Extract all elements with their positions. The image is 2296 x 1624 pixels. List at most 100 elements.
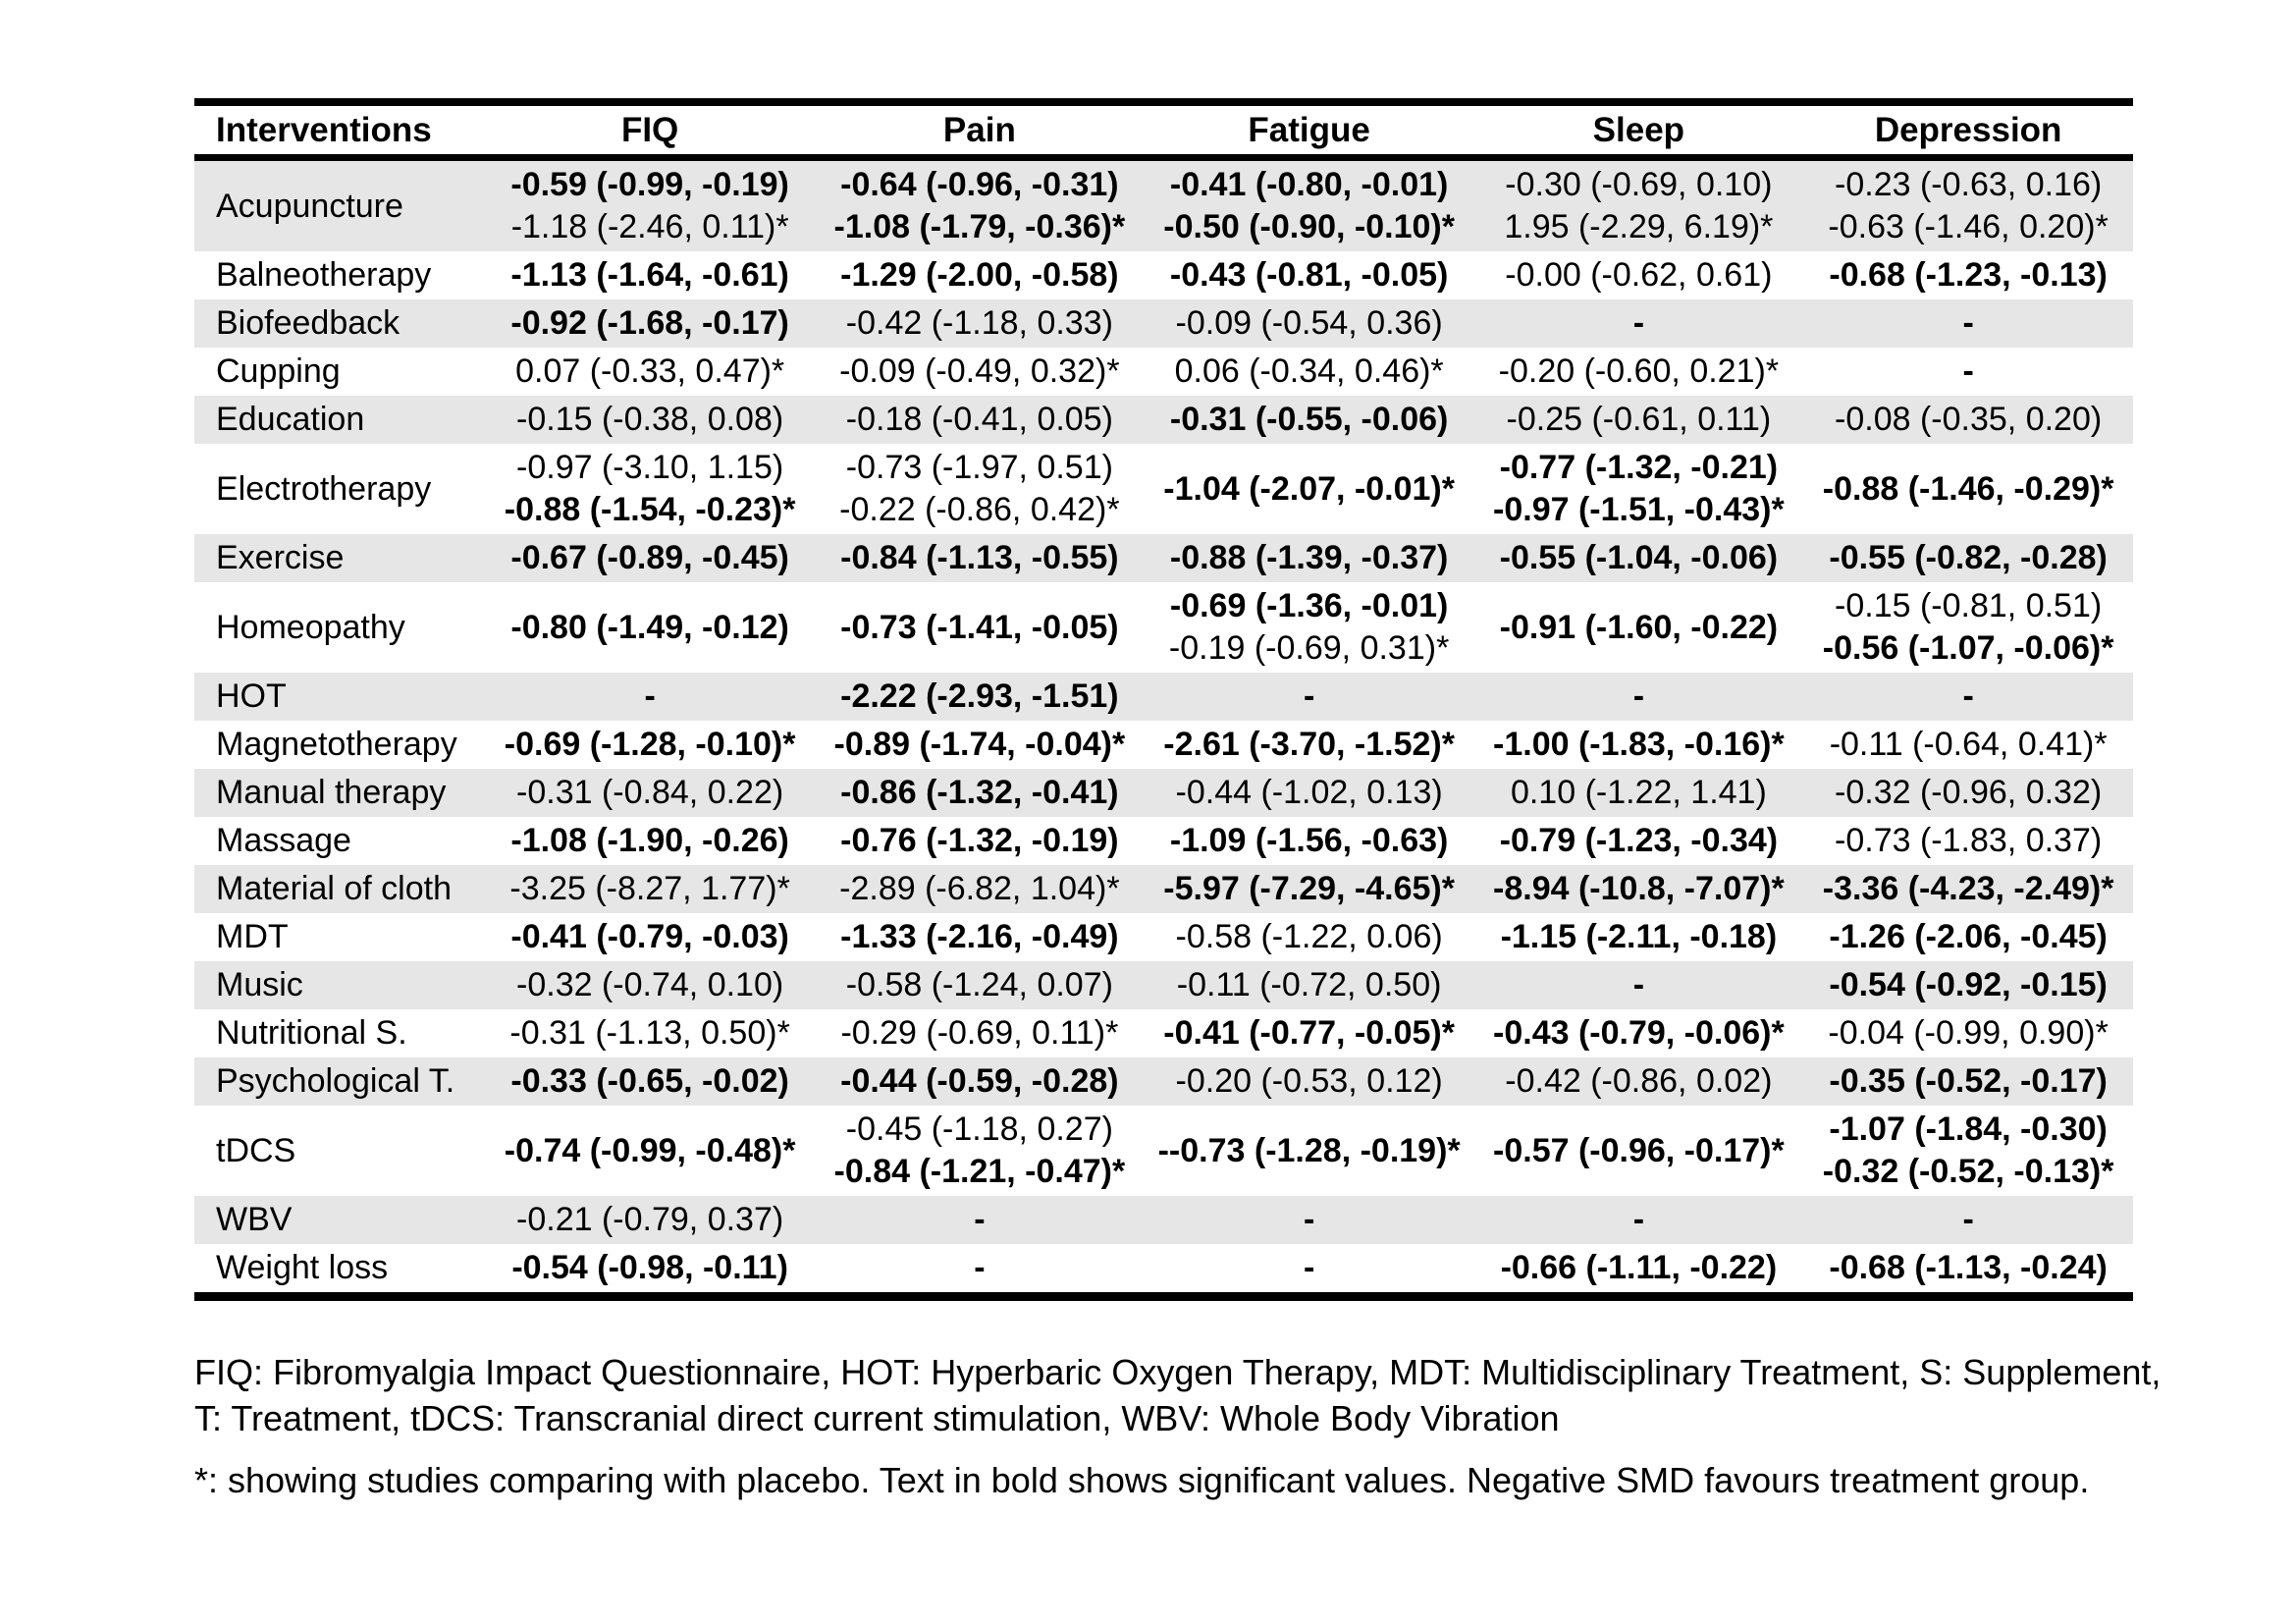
interventions-outcomes-table: Interventions FIQ Pain Fatigue Sleep Dep… (194, 98, 2133, 1301)
smd-cell-fiq: -0.33 (-0.65, -0.02) (485, 1057, 815, 1106)
intervention-name: Biofeedback (216, 304, 400, 342)
smd-value: -2.89 (-6.82, 1.04)* (839, 870, 1120, 907)
smd-cell-depression: - (1803, 673, 2133, 721)
smd-cell-fiq: -0.32 (-0.74, 0.10) (485, 961, 815, 1009)
smd-value: -0.58 (-1.22, 0.06) (1175, 918, 1443, 955)
smd-cell-fiq: -0.31 (-1.13, 0.50)* (485, 1009, 815, 1057)
smd-value: -1.26 (-2.06, -0.45) (1829, 918, 2108, 955)
intervention-name: MDT (216, 918, 289, 955)
smd-value: -0.55 (-0.82, -0.28) (1829, 539, 2108, 576)
smd-cell-pain: -0.64 (-0.96, -0.31) -1.08 (-1.79, -0.36)… (815, 158, 1145, 252)
column-header-pain: Pain (815, 102, 1145, 161)
smd-cell-depression: -0.68 (-1.23, -0.13) (1803, 251, 2133, 299)
intervention-name: Music (216, 966, 303, 1003)
smd-value: - (1962, 352, 1974, 390)
intervention-name: Balneotherapy (216, 256, 432, 294)
column-header-fiq: FIQ (485, 102, 815, 161)
smd-value: -0.55 (-1.04, -0.06) (1499, 539, 1779, 576)
smd-cell-depression: -0.23 (-0.63, 0.16) -0.63 (-1.46, 0.20)* (1803, 158, 2133, 252)
smd-value: -0.69 (-1.28, -0.10)* (504, 726, 796, 763)
intervention-name: Manual therapy (216, 774, 447, 811)
smd-cell-depression: -3.36 (-4.23, -2.49)* (1803, 865, 2133, 913)
smd-value: -0.73 (-1.97, 0.51) (845, 449, 1113, 486)
smd-value: -0.41 (-0.80, -0.01) (1169, 166, 1449, 203)
smd-value: -0.18 (-0.41, 0.05) (845, 401, 1113, 438)
smd-cell-fiq: - (485, 673, 815, 721)
smd-value: -0.76 (-1.32, -0.19) (840, 822, 1119, 859)
smd-cell-fiq: -0.59 (-0.99, -0.19) -1.18 (-2.46, 0.11)* (485, 158, 815, 252)
intervention-name: Psychological T. (216, 1062, 455, 1100)
smd-cell-pain: -2.22 (-2.93, -1.51) (815, 673, 1145, 721)
smd-value: -0.84 (-1.13, -0.55) (840, 539, 1119, 576)
smd-cell-sleep: -0.57 (-0.96, -0.17)* (1474, 1106, 1804, 1196)
smd-value: -0.15 (-0.81, 0.51) (1835, 587, 2103, 624)
smd-cell-fiq: -0.21 (-0.79, 0.37) (485, 1196, 815, 1244)
table-row: Psychological T. -0.33 (-0.65, -0.02) -0.4… (194, 1057, 2133, 1106)
smd-cell-sleep: -0.30 (-0.69, 0.10) 1.95 (-2.29, 6.19)* (1474, 158, 1804, 252)
smd-value: -0.20 (-0.60, 0.21)* (1498, 352, 1780, 390)
smd-value: -0.09 (-0.49, 0.32)* (839, 352, 1120, 390)
smd-value: -0.32 (-0.52, -0.13)* (1822, 1153, 2114, 1190)
smd-cell-depression: - (1803, 299, 2133, 348)
table-body: Acupuncture -0.59 (-0.99, -0.19) -1.18 (-2… (194, 157, 2133, 1297)
smd-cell-fatigue: -0.69 (-1.36, -0.01) -0.19 (-0.69, 0.31)* (1145, 582, 1474, 673)
smd-value: 1.95 (-2.29, 6.19)* (1504, 208, 1774, 245)
smd-cell-pain: -0.42 (-1.18, 0.33) (815, 299, 1145, 348)
smd-cell-fatigue: -0.41 (-0.77, -0.05)* (1145, 1009, 1474, 1057)
table-row: Balneotherapy -1.13 (-1.64, -0.61) -1.29 (… (194, 251, 2133, 299)
smd-value: -1.29 (-2.00, -0.58) (840, 256, 1119, 294)
smd-value: - (1632, 1201, 1645, 1238)
smd-value: -0.67 (-0.89, -0.45) (510, 539, 789, 576)
smd-cell-fatigue: -1.04 (-2.07, -0.01)* (1145, 444, 1474, 534)
table-row: Education -0.15 (-0.38, 0.08) -0.18 (-0.41… (194, 396, 2133, 444)
smd-cell-sleep: - (1474, 1196, 1804, 1244)
smd-value: -0.92 (-1.68, -0.17) (510, 304, 789, 342)
table-row: tDCS -0.74 (-0.99, -0.48)* -0.45 (-1.18, 0… (194, 1106, 2133, 1196)
smd-cell-pain: -0.45 (-1.18, 0.27) -0.84 (-1.21, -0.47)* (815, 1106, 1145, 1196)
smd-value: -0.66 (-1.11, -0.22) (1500, 1249, 1778, 1286)
smd-cell-fiq: 0.07 (-0.33, 0.47)* (485, 348, 815, 396)
smd-value: -0.31 (-1.13, 0.50)* (509, 1014, 790, 1052)
smd-cell-sleep: - (1474, 299, 1804, 348)
intervention-name: Nutritional S. (216, 1014, 407, 1052)
smd-cell-depression: -0.11 (-0.64, 0.41)* (1803, 721, 2133, 769)
smd-value: -0.15 (-0.38, 0.08) (516, 401, 784, 438)
smd-cell-pain: -1.33 (-2.16, -0.49) (815, 913, 1145, 961)
smd-cell-fiq: -1.08 (-1.90, -0.26) (485, 817, 815, 865)
smd-cell-sleep: -0.43 (-0.79, -0.06)* (1474, 1009, 1804, 1057)
smd-value: -0.97 (-1.51, -0.43)* (1493, 491, 1785, 528)
table-row: Cupping 0.07 (-0.33, 0.47)* -0.09 (-0.49, … (194, 348, 2133, 396)
smd-value: -0.32 (-0.74, 0.10) (516, 966, 784, 1003)
smd-value: -0.43 (-0.79, -0.06)* (1493, 1014, 1785, 1052)
smd-value: -0.63 (-1.46, 0.20)* (1828, 208, 2109, 245)
table-row: Homeopathy -0.80 (-1.49, -0.12) -0.73 (-1.… (194, 582, 2133, 673)
smd-value: -0.54 (-0.98, -0.11) (511, 1249, 788, 1286)
smd-value: -0.41 (-0.77, -0.05)* (1163, 1014, 1455, 1052)
smd-value: -2.22 (-2.93, -1.51) (840, 677, 1119, 715)
table-row: HOT - -2.22 (-2.93, -1.51) - - - (194, 673, 2133, 721)
smd-cell-sleep: -0.79 (-1.23, -0.34) (1474, 817, 1804, 865)
smd-cell-sleep: -0.20 (-0.60, 0.21)* (1474, 348, 1804, 396)
smd-value: -0.31 (-0.55, -0.06) (1169, 401, 1449, 438)
smd-value: - (1962, 304, 1974, 342)
smd-cell-fiq: -0.80 (-1.49, -0.12) (485, 582, 815, 673)
smd-value: -0.56 (-1.07, -0.06)* (1822, 629, 2114, 667)
smd-value: -2.61 (-3.70, -1.52)* (1163, 726, 1455, 763)
smd-cell-fatigue: --0.73 (-1.28, -0.19)* (1145, 1106, 1474, 1196)
smd-cell-pain: -0.18 (-0.41, 0.05) (815, 396, 1145, 444)
smd-value: -0.23 (-0.63, 0.16) (1835, 166, 2103, 203)
table-row: Acupuncture -0.59 (-0.99, -0.19) -1.18 (-2… (194, 157, 2133, 252)
smd-cell-fatigue: -0.43 (-0.81, -0.05) (1145, 251, 1474, 299)
smd-value: -0.73 (-1.41, -0.05) (840, 608, 1119, 646)
smd-cell-depression: -0.88 (-1.46, -0.29)* (1803, 444, 2133, 534)
smd-value: -0.84 (-1.21, -0.47)* (833, 1153, 1126, 1190)
smd-value: -0.77 (-1.32, -0.21) (1499, 449, 1779, 486)
smd-cell-fatigue: -0.09 (-0.54, 0.36) (1145, 299, 1474, 348)
smd-value: - (1632, 966, 1645, 1003)
smd-value: -0.42 (-1.18, 0.33) (845, 304, 1113, 342)
table-row: MDT -0.41 (-0.79, -0.03) -1.33 (-2.16, -0.… (194, 913, 2133, 961)
smd-value: -0.41 (-0.79, -0.03) (510, 918, 789, 955)
smd-cell-fatigue: - (1145, 1244, 1474, 1297)
smd-value: 0.07 (-0.33, 0.47)* (515, 352, 785, 390)
